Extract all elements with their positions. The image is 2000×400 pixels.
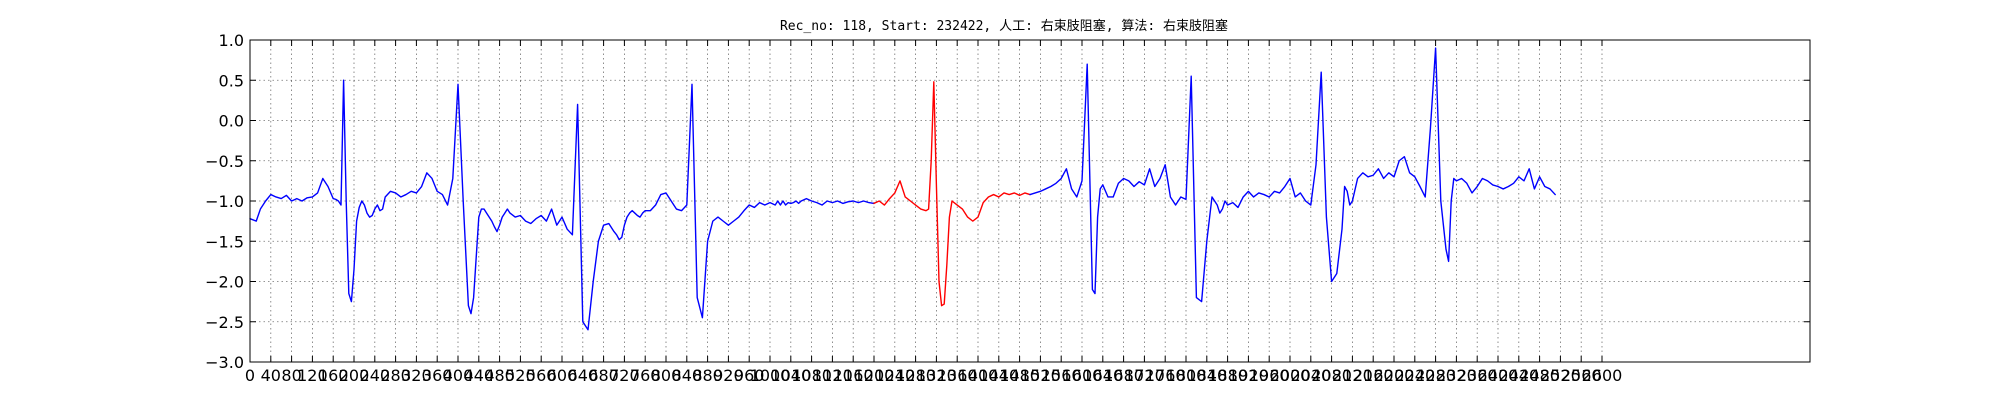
x-tick-label: 2320	[1436, 366, 1477, 385]
x-tick-label: 1200	[854, 366, 895, 385]
x-tick-label: 1960	[1249, 366, 1290, 385]
x-tick-label: 360	[422, 366, 453, 385]
x-tick-label: 640	[568, 366, 599, 385]
x-tick-label: 1160	[833, 366, 874, 385]
y-tick-label: 0.0	[219, 112, 244, 131]
x-tick-label: 1880	[1207, 366, 1248, 385]
x-tick-label: 1400	[958, 366, 999, 385]
y-tick-label: −0.5	[205, 152, 244, 171]
x-tick-label: 1640	[1082, 366, 1123, 385]
x-tick-label: 720	[609, 366, 640, 385]
x-tick-label: 520	[505, 366, 536, 385]
x-tick-label: 280	[380, 366, 411, 385]
series-layer	[249, 47, 1556, 331]
x-tick-label: 2240	[1394, 366, 1435, 385]
x-tick-label: 1040	[770, 366, 811, 385]
x-tick-label: 80	[281, 366, 301, 385]
x-tick-label: 800	[651, 366, 682, 385]
y-tick-label: −2.5	[205, 313, 244, 332]
y-tick-label: 0.5	[219, 71, 244, 90]
x-tick-label: 1560	[1041, 366, 1082, 385]
x-tick-label: 2440	[1498, 366, 1539, 385]
x-tick-label: 2400	[1478, 366, 1519, 385]
x-tick-label: 120	[297, 366, 328, 385]
x-tick-label: 2520	[1540, 366, 1581, 385]
x-tick-label: 1800	[1166, 366, 1207, 385]
x-tick-label: 2200	[1374, 366, 1415, 385]
x-tick-label: 2600	[1582, 366, 1623, 385]
series-line-highlighted-1	[873, 81, 1031, 307]
x-tick-label: 840	[672, 366, 703, 385]
x-tick-label: 480	[484, 366, 515, 385]
x-tick-label: 40	[261, 366, 281, 385]
x-tick-label: 2000	[1270, 366, 1311, 385]
x-tick-label: 2480	[1519, 366, 1560, 385]
chart-title: Rec_no: 118, Start: 232422, 人工: 右束肢阻塞, 算…	[780, 18, 1228, 34]
x-tick-label: 1840	[1186, 366, 1227, 385]
x-tick-label: 1000	[750, 366, 791, 385]
x-tick-label: 440	[464, 366, 495, 385]
x-tick-label: 1320	[916, 366, 957, 385]
x-tick-label: 2120	[1332, 366, 1373, 385]
x-tick-label: 0	[245, 366, 255, 385]
x-tick-label: 200	[339, 366, 370, 385]
y-tick-label: −2.0	[205, 273, 244, 292]
x-tick-label: 600	[547, 366, 578, 385]
x-tick-label: 1600	[1062, 366, 1103, 385]
x-tick-label: 400	[443, 366, 474, 385]
x-tick-label: 2560	[1561, 366, 1602, 385]
x-tick-label: 160	[318, 366, 349, 385]
x-tick-label: 2040	[1290, 366, 1331, 385]
axis-layer: 1.00.50.0−0.5−1.0−1.5−2.0−2.5−3.00 40 8012…	[205, 31, 1810, 385]
x-tick-label: 2360	[1457, 366, 1498, 385]
x-tick-label: 1920	[1228, 366, 1269, 385]
x-tick-label: 1520	[1020, 366, 1061, 385]
x-tick-label: 1680	[1103, 366, 1144, 385]
x-tick-label: 1240	[874, 366, 915, 385]
y-tick-label: −1.5	[205, 232, 244, 251]
x-tick-label: 1280	[895, 366, 936, 385]
y-tick-label: −1.0	[205, 192, 244, 211]
x-tick-label: 920	[713, 366, 744, 385]
x-tick-label: 2080	[1311, 366, 1352, 385]
x-tick-label: 1120	[812, 366, 853, 385]
series-line-2	[1029, 47, 1556, 303]
x-tick-label: 760	[630, 366, 661, 385]
x-tick-label: 1480	[999, 366, 1040, 385]
y-tick-label: 1.0	[219, 31, 244, 50]
x-tick-label: 2160	[1353, 366, 1394, 385]
x-tick-label: 560	[526, 366, 557, 385]
x-tick-label: 1440	[978, 366, 1019, 385]
series-line-0	[249, 79, 875, 331]
x-tick-label: 240	[360, 366, 391, 385]
grid-layer	[250, 39, 1810, 363]
x-tick-label: 960	[734, 366, 765, 385]
x-tick-label: 880	[692, 366, 723, 385]
x-tick-label: 1080	[791, 366, 832, 385]
x-tick-label: 320	[401, 366, 432, 385]
y-tick-label: −3.0	[205, 353, 244, 372]
plot-frame	[249, 39, 1811, 363]
x-tick-label: 1360	[937, 366, 978, 385]
x-tick-label: 680	[588, 366, 619, 385]
x-tick-label: 2280	[1415, 366, 1456, 385]
x-tick-label: 1720	[1124, 366, 1165, 385]
x-tick-label: 1760	[1145, 366, 1186, 385]
